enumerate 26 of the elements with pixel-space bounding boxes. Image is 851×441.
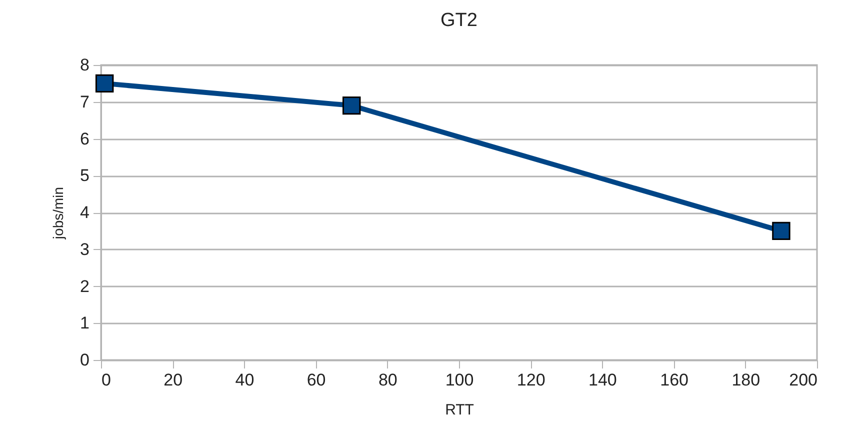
y-tick-label: 8 — [80, 56, 90, 74]
x-tick-label: 20 — [164, 370, 183, 390]
y-axis-title: jobs/min — [50, 186, 66, 240]
y-tick-label: 1 — [80, 314, 90, 333]
x-tick-label: 140 — [588, 370, 617, 390]
x-tick-label: 0 — [102, 370, 111, 390]
x-tick-label: 200 — [789, 370, 818, 390]
point — [342, 96, 361, 115]
x-tick-label: 180 — [732, 370, 760, 390]
x-tick-label: 60 — [306, 370, 326, 390]
y-tick-label: 7 — [80, 92, 90, 112]
y-tick-label: 6 — [80, 129, 90, 148]
x-tick-label: 40 — [235, 370, 254, 390]
y-tick-label: 3 — [80, 240, 90, 259]
chart-title: GT2 — [440, 10, 478, 31]
x-axis-title: RTT — [445, 402, 474, 418]
point — [95, 74, 114, 93]
x-tick-label: 160 — [660, 370, 688, 390]
y-tick-label: 5 — [80, 166, 90, 186]
y-tick-label: 2 — [80, 276, 90, 296]
x-tick-label: 80 — [378, 370, 398, 390]
y-tick-label: 4 — [80, 203, 90, 222]
x-tick-label: 100 — [445, 370, 474, 390]
x-tick-label: 120 — [516, 370, 546, 390]
y-tick-label: 0 — [80, 350, 90, 370]
point — [772, 222, 790, 240]
